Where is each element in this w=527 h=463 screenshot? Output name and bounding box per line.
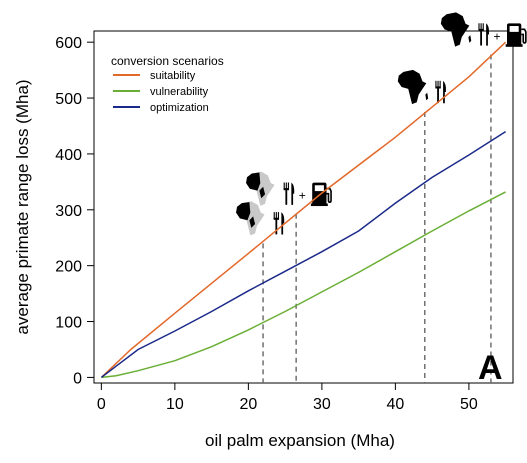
series-line-optimization xyxy=(100,130,507,378)
x-tick-label: 10 xyxy=(166,396,184,413)
y-tick-label: 500 xyxy=(55,91,82,108)
series-lines xyxy=(100,41,507,379)
plus-sign: + xyxy=(299,189,306,203)
africa-partial-icon xyxy=(246,171,275,206)
scenario-markers: ++ xyxy=(236,12,527,383)
utensils-icon xyxy=(478,23,490,46)
scenario-icons: + xyxy=(440,12,527,48)
legend-items: suitability vulnerability optimization xyxy=(113,70,209,114)
scenario-icons: + xyxy=(246,171,332,207)
x-axis-label: oil palm expansion (Mha) xyxy=(205,431,395,450)
y-tick-label: 100 xyxy=(55,315,82,332)
legend-title: conversion scenarios xyxy=(111,54,224,68)
plot-area-frame xyxy=(93,30,514,384)
scenario-icons xyxy=(397,69,447,105)
x-tick-label: 20 xyxy=(239,396,257,413)
y-tick-label: 400 xyxy=(55,147,82,164)
legend-label: suitability xyxy=(150,70,196,82)
y-tick-label: 0 xyxy=(73,370,82,387)
y-tick-label: 300 xyxy=(55,203,82,220)
fuel-pump-icon xyxy=(505,22,527,48)
y-axis-label: average primate range loss (Mha) xyxy=(13,79,32,334)
legend-label: vulnerability xyxy=(150,86,209,98)
legend-label: optimization xyxy=(150,102,209,114)
y-tick-label: 600 xyxy=(55,35,82,52)
x-tick-label: 30 xyxy=(313,396,331,413)
legend: conversion scenarios suitability vulnerab… xyxy=(111,54,224,114)
series-line-vulnerability xyxy=(101,191,506,379)
africa-icon xyxy=(440,12,472,47)
africa-partial-icon xyxy=(236,201,265,236)
x-tick-label: 50 xyxy=(460,396,478,413)
x-tick-label: 0 xyxy=(97,396,106,413)
plus-sign: + xyxy=(494,29,501,43)
panel-label: A xyxy=(478,349,503,387)
series-line-suitability xyxy=(100,41,507,378)
africa-icon xyxy=(397,69,429,105)
y-tick-label: 200 xyxy=(55,259,82,276)
x-tick-label: 40 xyxy=(386,396,404,413)
utensils-icon xyxy=(283,182,295,205)
